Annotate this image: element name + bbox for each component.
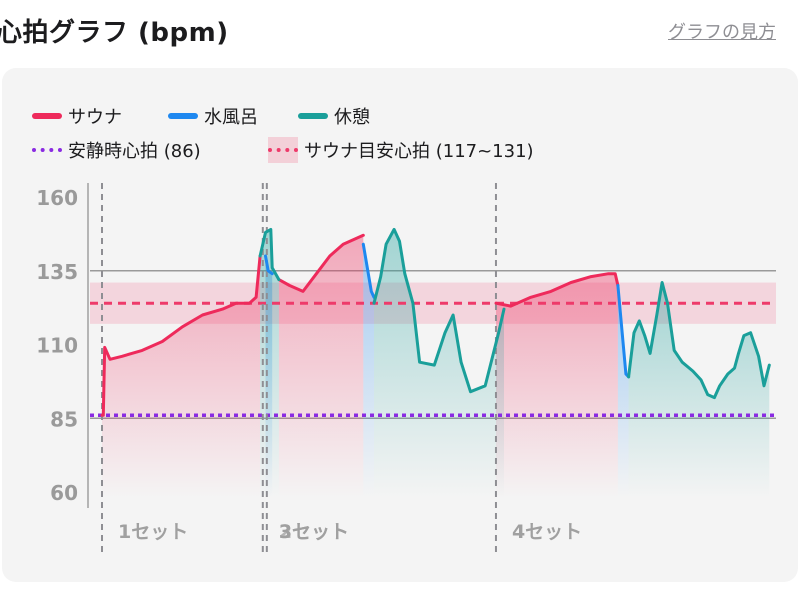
y-tick-label: 160 xyxy=(36,186,78,210)
sauna-area-1 xyxy=(102,256,261,498)
y-tick-label: 85 xyxy=(50,407,78,431)
cold-bath-area-2 xyxy=(363,244,374,498)
sauna-line-2 xyxy=(277,233,365,293)
rest-area-1 xyxy=(260,229,279,498)
legend-cold-bath-label: 水風呂 xyxy=(204,107,258,128)
set-label: 1セット xyxy=(118,521,188,543)
sauna-line-3 xyxy=(494,272,620,308)
legend-sauna-label: サウナ xyxy=(68,107,122,128)
chart-card: サウナ 水風呂 休憩 安静時心拍 (86) サウナ目安心拍 (117~131) … xyxy=(2,68,798,582)
y-tick-label: 135 xyxy=(36,260,78,284)
sauna-area-2 xyxy=(278,235,364,499)
legend-sauna-target: サウナ目安心拍 (117~131) xyxy=(268,137,534,163)
legend-sauna: サウナ xyxy=(32,104,122,128)
cold-bath-line-1 xyxy=(264,254,274,276)
y-tick-label: 60 xyxy=(50,481,78,505)
legend-resting-hr-label: 安静時心拍 (86) xyxy=(68,141,201,162)
rest-line-3 xyxy=(627,281,771,400)
set-label: 2セット xyxy=(279,521,349,543)
resting-hr-swatch xyxy=(32,148,62,152)
cold-bath-swatch xyxy=(168,113,198,119)
y-tick-label: 110 xyxy=(36,334,78,358)
how-to-read-graph-link[interactable]: グラフの見方 xyxy=(668,22,776,43)
sauna-line-1 xyxy=(100,254,262,417)
cold-bath-line-2 xyxy=(361,242,376,299)
header: 心拍グラフ (bpm) グラフの見方 xyxy=(0,0,800,62)
sauna-swatch xyxy=(32,113,62,119)
rest-area-2 xyxy=(374,229,504,498)
legend-rest-label: 休憩 xyxy=(334,107,370,128)
rest-line-2 xyxy=(372,227,506,394)
chart-legend: サウナ 水風呂 休憩 安静時心拍 (86) サウナ目安心拍 (117~131) xyxy=(2,68,798,188)
set-label: 4セット xyxy=(512,521,582,543)
legend-resting-hr: 安静時心拍 (86) xyxy=(32,138,201,162)
rest-line-1 xyxy=(258,227,281,282)
cold-bath-line-3 xyxy=(616,284,631,379)
legend-rest: 休憩 xyxy=(298,104,370,128)
cold-bath-area-3 xyxy=(617,285,629,498)
legend-cold-bath: 水風呂 xyxy=(168,104,258,128)
rest-area-3 xyxy=(628,282,770,498)
legend-sauna-target-label: サウナ目安心拍 (117~131) xyxy=(304,141,534,162)
set-label: 3セット xyxy=(279,521,349,543)
sauna-target-swatch xyxy=(268,137,298,163)
page-title: 心拍グラフ (bpm) xyxy=(0,18,229,48)
sauna-area-3 xyxy=(496,273,618,498)
rest-swatch xyxy=(298,113,328,119)
